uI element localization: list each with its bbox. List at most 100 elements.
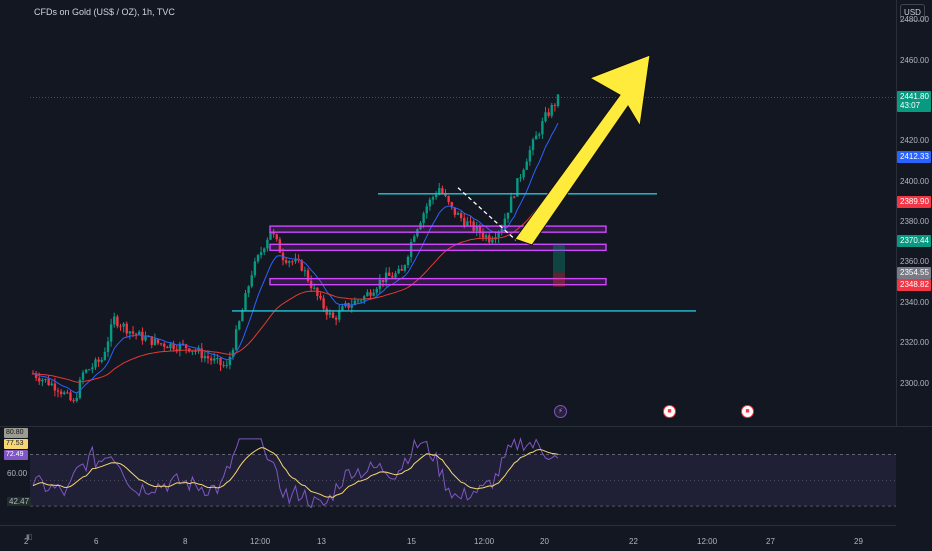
candle-body (275, 234, 278, 240)
candle-body (41, 379, 44, 382)
candle-body (556, 94, 560, 106)
candle-body (384, 272, 388, 282)
candle-body (234, 329, 238, 350)
candle-body (69, 392, 72, 401)
candle-body (288, 261, 291, 263)
candle-body (253, 261, 257, 276)
candle-body (47, 379, 50, 386)
candle-body (431, 197, 435, 200)
rsi-value-tag: 72.49 (4, 450, 28, 460)
candle-body (206, 356, 210, 359)
candle-body (134, 333, 138, 335)
candle-body (338, 310, 341, 320)
candle-body (100, 359, 103, 362)
candle-body (272, 231, 275, 235)
candle-body (375, 288, 378, 293)
candle-body (75, 397, 78, 402)
lightning-event-icon[interactable]: ⚡ (554, 405, 567, 418)
candle-body (500, 228, 503, 232)
candle-body (238, 321, 241, 330)
candle-body (478, 226, 482, 234)
candle-body (231, 349, 235, 357)
candle-body (169, 343, 172, 349)
candle-body (456, 213, 460, 215)
candle-body (219, 357, 222, 366)
candle-body (78, 379, 82, 398)
candle-body (150, 336, 153, 345)
candle-body (66, 392, 69, 394)
time-axis[interactable] (0, 525, 896, 551)
candle-body (466, 221, 469, 226)
candle-body (269, 231, 272, 240)
price-axis[interactable] (896, 0, 932, 426)
candle-body (178, 343, 182, 351)
time-axis-label: 15 (407, 537, 416, 546)
candle-body (422, 213, 425, 223)
currency-button[interactable]: USD (900, 4, 925, 21)
ema-slow-line (32, 180, 559, 383)
time-axis-label: 12:00 (250, 537, 271, 546)
candle-body (294, 259, 297, 262)
candle-body (319, 295, 322, 299)
candle-body (313, 287, 316, 289)
symbol-title[interactable]: CFDs on Gold (US$ / OZ), 1h, TVC (34, 7, 175, 17)
candle-body (503, 218, 507, 229)
rsi-pane[interactable] (0, 427, 896, 526)
candle-body (50, 383, 53, 386)
time-axis-label: 22 (629, 537, 638, 546)
candle-body (463, 218, 466, 226)
candle-body (406, 256, 410, 266)
candle-body (156, 338, 160, 344)
price-tag: 2389.90 (897, 196, 931, 209)
price-axis-label: 2480.00 (900, 15, 929, 25)
candle-body (56, 390, 60, 392)
candle-body (209, 358, 213, 361)
price-zone (269, 225, 607, 233)
candle-body (250, 275, 253, 287)
candle-body (497, 231, 500, 238)
candle-body (359, 300, 363, 302)
candle-body (300, 260, 303, 271)
pane-divider[interactable] (0, 426, 932, 427)
candle-body (91, 367, 94, 370)
candle-body (450, 202, 453, 208)
candle-body (138, 331, 141, 335)
time-axis-label: 2 (24, 537, 29, 546)
candle-body (522, 169, 525, 178)
candle-body (484, 235, 488, 238)
price-axis-label: 2300.00 (900, 378, 929, 388)
candle-body (331, 312, 335, 318)
price-tag: 2412.33 (897, 150, 931, 163)
candle-body (88, 369, 91, 371)
candle-body (334, 317, 338, 320)
candle-body (113, 316, 116, 325)
candle-body (391, 275, 394, 278)
price-chart[interactable] (0, 0, 896, 426)
candle-body (166, 346, 169, 349)
candle-body (181, 343, 185, 345)
price-axis-label: 2340.00 (900, 297, 929, 307)
candle-body (538, 134, 541, 136)
candle-body (119, 326, 122, 328)
candle-body (409, 241, 413, 257)
candle-body (109, 324, 113, 342)
candle-body (244, 293, 247, 311)
candle-body (525, 161, 528, 170)
timescale-handle-icon[interactable]: ◧ (26, 534, 33, 541)
rsi-line (32, 437, 559, 509)
candle-body (388, 272, 391, 276)
candle-body (341, 306, 344, 311)
candle-body (256, 255, 260, 262)
time-axis-label: 12:00 (697, 537, 718, 546)
candle-body (81, 372, 85, 380)
price-tag: 2370.44 (897, 235, 931, 248)
candle-body (438, 188, 441, 195)
candle-body (213, 358, 216, 361)
candle-body (328, 312, 332, 315)
candle-body (434, 194, 438, 198)
us-flag-event-icon[interactable]: ■ (663, 405, 676, 418)
ema-fast-line (32, 122, 559, 394)
candle-body (194, 351, 197, 353)
us-flag-event-icon[interactable]: ■ (741, 405, 754, 418)
